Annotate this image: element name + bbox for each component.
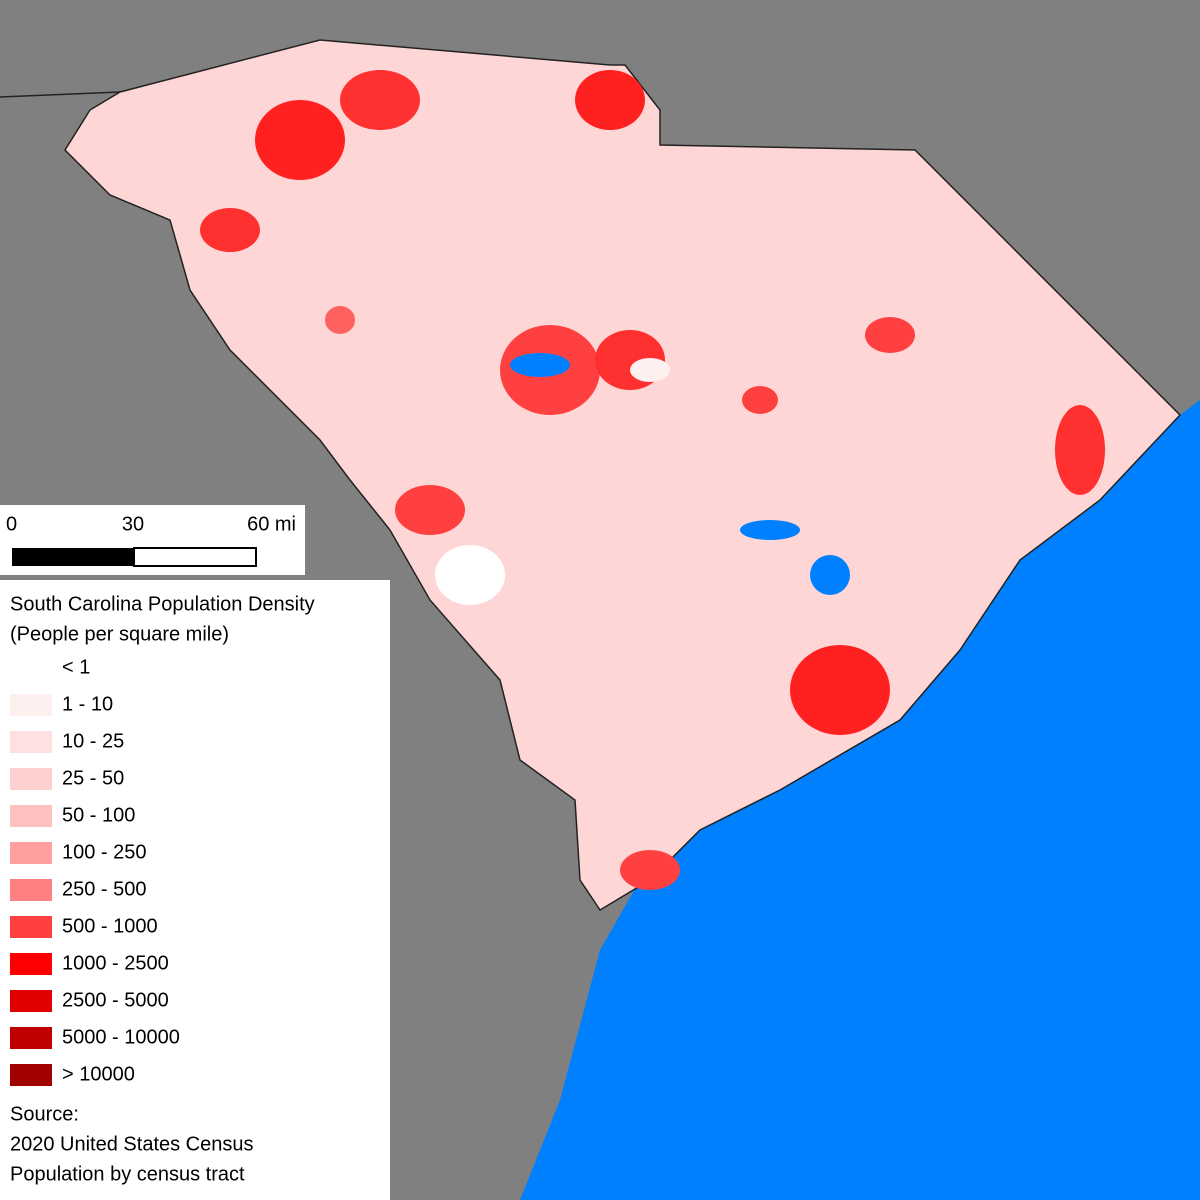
legend-swatch xyxy=(10,731,52,753)
legend-swatch xyxy=(10,657,52,679)
scale-bar-segment xyxy=(12,548,134,566)
legend-swatch xyxy=(10,768,52,790)
scale-label: 0 xyxy=(6,513,17,535)
legend-label: 250 - 500 xyxy=(62,878,147,900)
legend-swatch xyxy=(10,805,52,827)
source-text: Source: xyxy=(10,1103,79,1125)
legend-swatch xyxy=(10,990,52,1012)
source-text: 2020 United States Census xyxy=(10,1133,254,1155)
density-areas xyxy=(200,70,1105,890)
legend-label: 5000 - 10000 xyxy=(62,1026,180,1048)
ocean xyxy=(520,400,1200,1200)
legend-label: 10 - 25 xyxy=(62,730,124,752)
legend-label: 100 - 250 xyxy=(62,841,147,863)
legend-label: 25 - 50 xyxy=(62,767,124,789)
state xyxy=(64,39,1182,912)
legend-label: 1000 - 2500 xyxy=(62,952,169,974)
legend-swatch xyxy=(10,879,52,901)
legend-swatch xyxy=(10,842,52,864)
scale-label: 30 xyxy=(122,513,144,535)
legend-title: (People per square mile) xyxy=(10,623,229,645)
legend-label: < 1 xyxy=(62,656,90,678)
legend-panel xyxy=(0,580,390,1200)
legend-swatch xyxy=(10,916,52,938)
source-text: Population by census tract xyxy=(10,1163,245,1185)
legend-swatch xyxy=(10,1027,52,1049)
legend-swatch xyxy=(10,953,52,975)
water xyxy=(510,353,850,595)
legend-swatch xyxy=(10,694,52,716)
legend-label: 500 - 1000 xyxy=(62,915,158,937)
legend-label: 50 - 100 xyxy=(62,804,135,826)
scale-bar-segment xyxy=(133,547,257,567)
scale-label: 60 mi xyxy=(247,513,296,535)
legend-label: 1 - 10 xyxy=(62,693,113,715)
legend-title: South Carolina Population Density xyxy=(10,593,315,615)
border xyxy=(0,91,121,98)
legend-label: > 10000 xyxy=(62,1063,135,1085)
legend-swatch xyxy=(10,1064,52,1086)
legend-label: 2500 - 5000 xyxy=(62,989,169,1011)
